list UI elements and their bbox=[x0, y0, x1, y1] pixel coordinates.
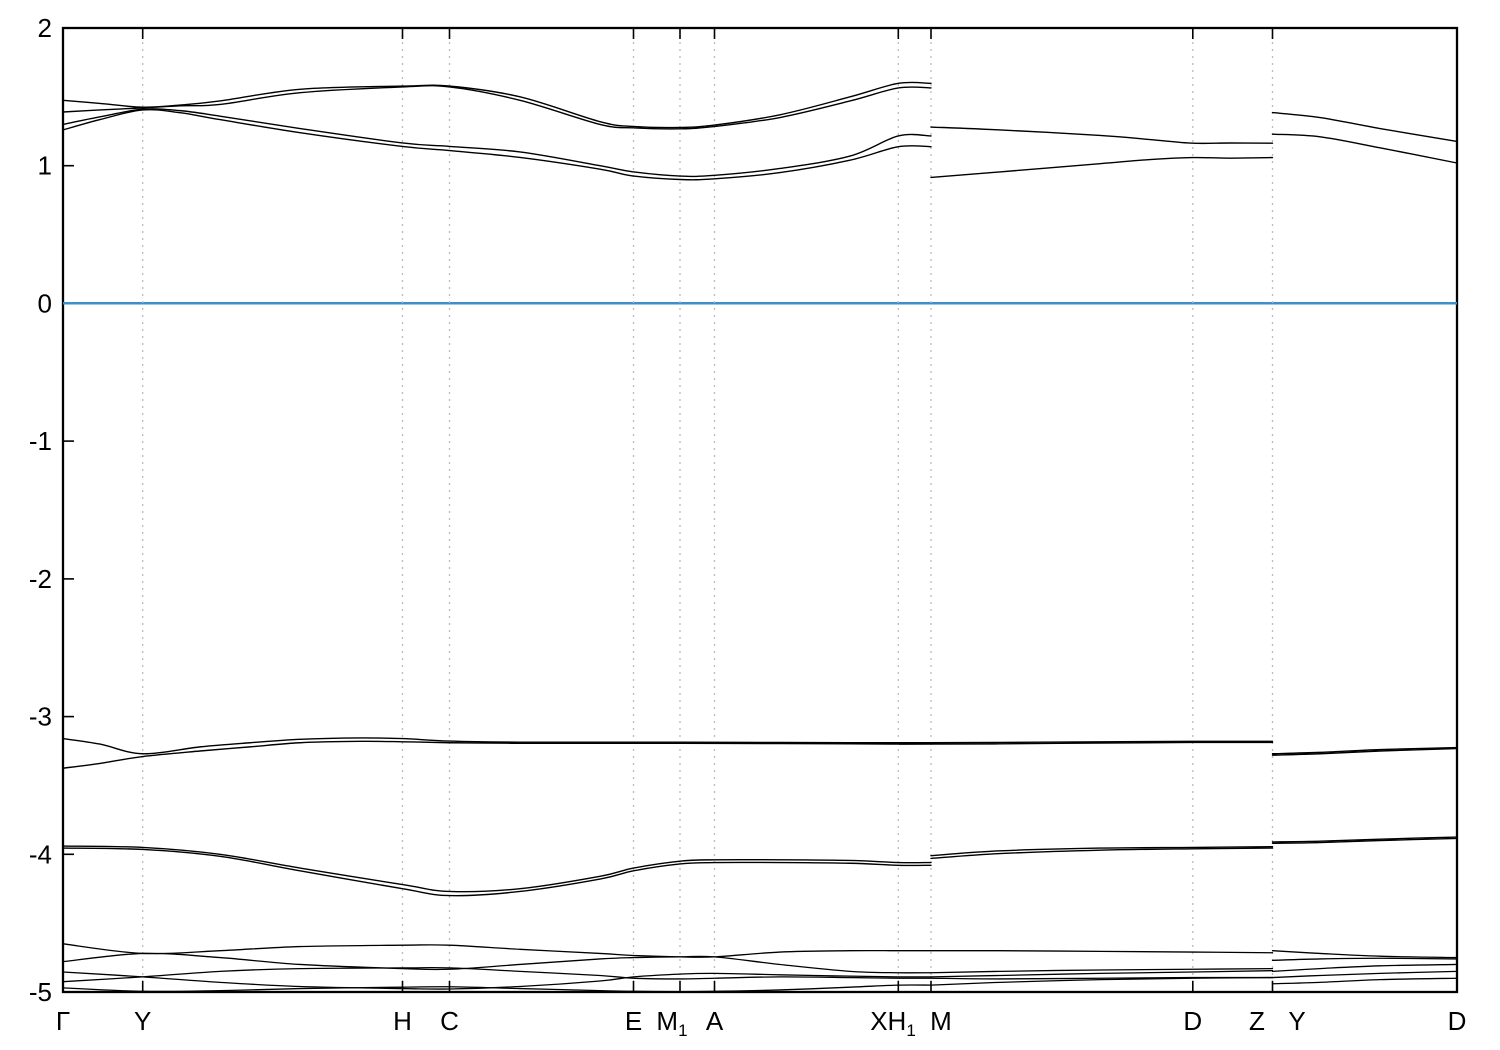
svg-text:-4: -4 bbox=[29, 839, 52, 869]
svg-text:-1: -1 bbox=[29, 426, 52, 456]
svg-text:C: C bbox=[440, 1006, 459, 1036]
svg-text:-3: -3 bbox=[29, 702, 52, 732]
svg-text:-5: -5 bbox=[29, 977, 52, 1007]
svg-text:A: A bbox=[706, 1006, 724, 1036]
svg-text:Z: Z bbox=[1249, 1006, 1265, 1036]
svg-text:0: 0 bbox=[38, 288, 52, 318]
svg-text:E: E bbox=[625, 1006, 642, 1036]
svg-text:H: H bbox=[393, 1006, 412, 1036]
svg-text:Y: Y bbox=[1288, 1006, 1305, 1036]
svg-text:-2: -2 bbox=[29, 564, 52, 594]
svg-text:D: D bbox=[1183, 1006, 1202, 1036]
svg-text:D: D bbox=[1448, 1006, 1467, 1036]
svg-text:2: 2 bbox=[38, 13, 52, 43]
svg-text:1: 1 bbox=[38, 151, 52, 181]
svg-text:Γ: Γ bbox=[56, 1006, 70, 1036]
svg-text:Y: Y bbox=[134, 1006, 151, 1036]
svg-text:M: M bbox=[930, 1006, 952, 1036]
